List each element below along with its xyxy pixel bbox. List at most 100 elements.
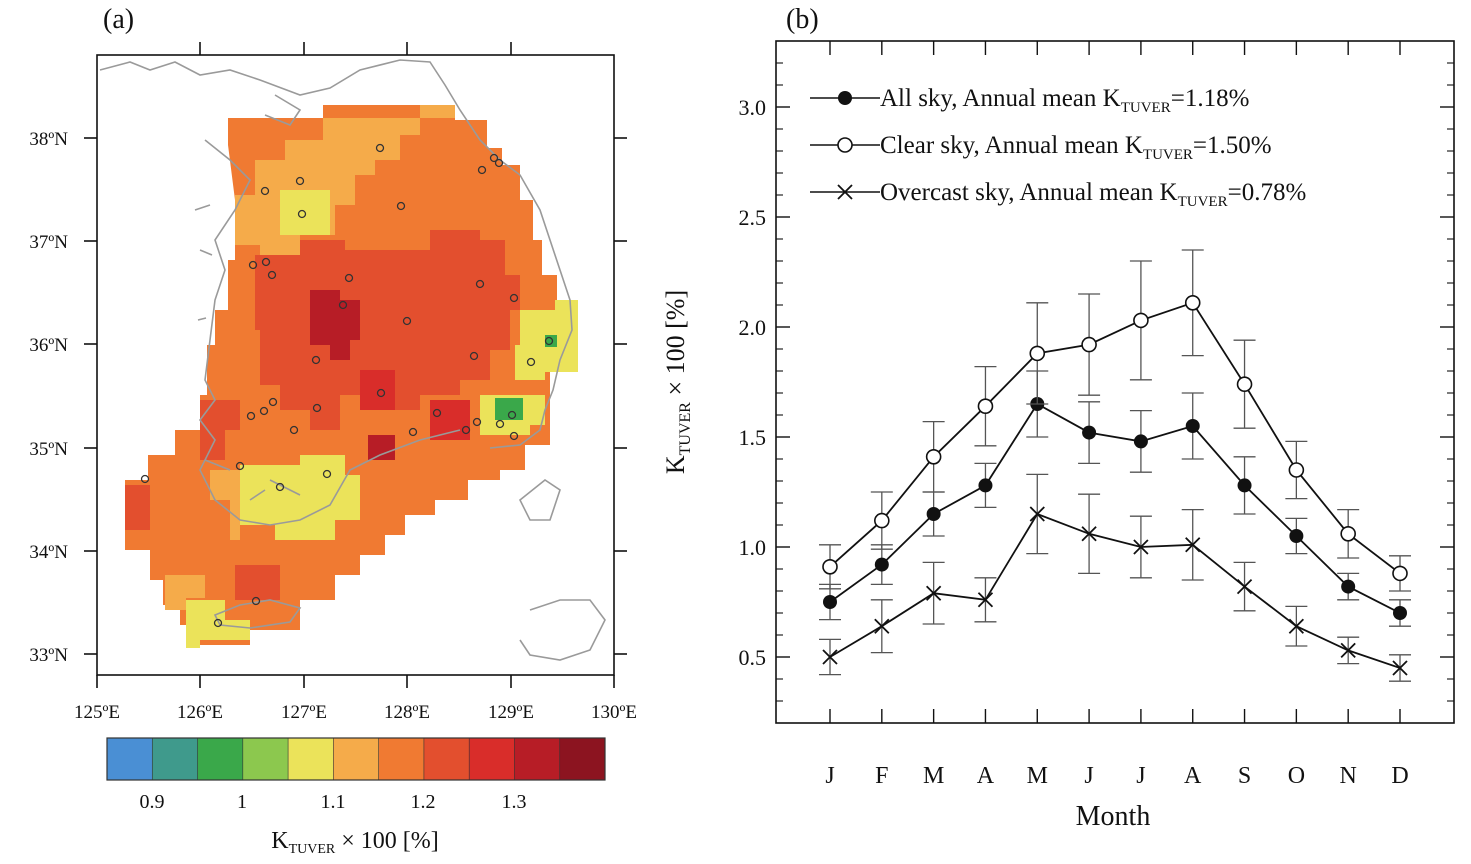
map-field (125, 105, 578, 648)
station-marker (289, 425, 299, 435)
station-marker (461, 425, 471, 435)
data-point (874, 557, 889, 572)
data-point (1393, 606, 1407, 620)
station-marker (509, 431, 519, 441)
station-marker (396, 201, 406, 211)
colorbar-box (514, 738, 561, 780)
data-point (1288, 462, 1305, 478)
coastline (99, 59, 606, 661)
field-red-west (125, 485, 150, 530)
x-tick-label: O (1288, 763, 1305, 789)
field-dark-red-3 (368, 435, 395, 460)
station-marker (311, 355, 321, 365)
station-marker (267, 270, 277, 280)
data-point (874, 618, 890, 634)
x-tick-label: J (825, 763, 834, 789)
legend-label-sub: TUVER (1121, 100, 1171, 116)
colorbar-tick-label: 0.9 (140, 791, 165, 813)
station-marker (526, 357, 536, 367)
data-point (1237, 478, 1252, 493)
field-light-orange-jeju (165, 575, 205, 610)
series-layer (819, 249, 1411, 682)
lat-label: 38ºN (29, 129, 68, 150)
series-line (829, 402, 1401, 614)
colorbar-box (288, 738, 334, 780)
lat-label: 37ºN (29, 232, 68, 253)
legend-marker-cross (837, 184, 853, 200)
plot-frame (775, 40, 1455, 724)
field-green-east (545, 335, 557, 347)
data-point (977, 592, 994, 608)
field-yellow-jeju (186, 600, 250, 648)
x-tick-label: M (1027, 763, 1048, 789)
station-marker (295, 176, 305, 186)
lon-label: 129ºE (488, 702, 534, 723)
legend-label-suffix: =0.78% (1228, 179, 1307, 206)
y-tick-labels: 0.5 1.0 1.5 2.0 2.5 3.0 (739, 95, 767, 670)
x-tick-label: J (1084, 763, 1093, 789)
station-marker (297, 209, 307, 219)
colorbar (106, 737, 606, 781)
lat-label: 33ºN (29, 645, 68, 666)
series-clear-sky (819, 249, 1411, 592)
data-point (1185, 537, 1201, 553)
x-ticks (829, 41, 1401, 723)
field-light-orange-sw (210, 470, 240, 540)
legend-marker-open-circle (837, 137, 853, 153)
data-point (1236, 376, 1253, 393)
colorbar-title-sub: TUVER (289, 842, 336, 857)
lon-label: 125ºE (74, 702, 120, 723)
lon-label: 130ºE (591, 702, 637, 723)
station-marker (495, 419, 505, 429)
station-marker (469, 351, 479, 361)
x-tick-label: A (977, 763, 995, 789)
x-tick-label: M (923, 763, 944, 789)
stations (140, 143, 554, 628)
colorbar-tick-label: 1.3 (502, 791, 527, 813)
station-marker (312, 403, 322, 413)
station-marker (322, 469, 332, 479)
data-point (1133, 434, 1148, 449)
station-marker (260, 186, 270, 196)
y-tick-label: 2.0 (739, 315, 767, 340)
colorbar-title-main: K (271, 828, 289, 854)
legend-marker-filled-circle (838, 91, 852, 105)
y-axis-label: KTUVER × 100 [%] (661, 290, 694, 474)
y-ticks (776, 62, 1454, 702)
data-point (1082, 425, 1097, 440)
panel-a: (a) (29, 4, 637, 857)
lon-label: 128ºE (384, 702, 430, 723)
legend-label-suffix: =1.18% (1171, 85, 1250, 112)
data-point (1133, 539, 1149, 555)
legend-item-clear-sky: Clear sky, Annual mean KTUVER=1.50% (810, 132, 1272, 163)
map-ticks (84, 42, 627, 688)
y-tick-label: 1.5 (739, 425, 767, 450)
station-marker (375, 143, 385, 153)
data-point (925, 448, 942, 465)
station-marker (494, 158, 504, 168)
legend-label-prefix: Clear sky, Annual mean K (880, 132, 1143, 159)
series-line (829, 512, 1401, 669)
legend-item-all-sky: All sky, Annual mean KTUVER=1.18% (810, 85, 1249, 116)
colorbar-box (423, 738, 470, 780)
station-marker (259, 406, 269, 416)
station-marker (248, 260, 258, 270)
chart-title: (b) (786, 4, 819, 35)
legend-label: Overcast sky, Annual mean KTUVER=0.78% (880, 179, 1306, 210)
legend-label-prefix: Overcast sky, Annual mean K (880, 179, 1178, 206)
data-point (1340, 642, 1356, 659)
station-marker (344, 273, 354, 283)
data-point (823, 595, 837, 609)
lon-label: 127ºE (281, 702, 327, 723)
x-tick-label: J (1136, 763, 1145, 789)
station-marker (213, 618, 223, 628)
legend-label-suffix: =1.50% (1193, 132, 1272, 159)
station-marker (261, 257, 271, 267)
colorbar-title-rest: × 100 [%] (335, 828, 439, 854)
x-tick-label: F (875, 763, 888, 789)
panel-a-label: (a) (103, 4, 134, 35)
station-marker (544, 336, 554, 346)
series-all-sky (819, 370, 1411, 627)
